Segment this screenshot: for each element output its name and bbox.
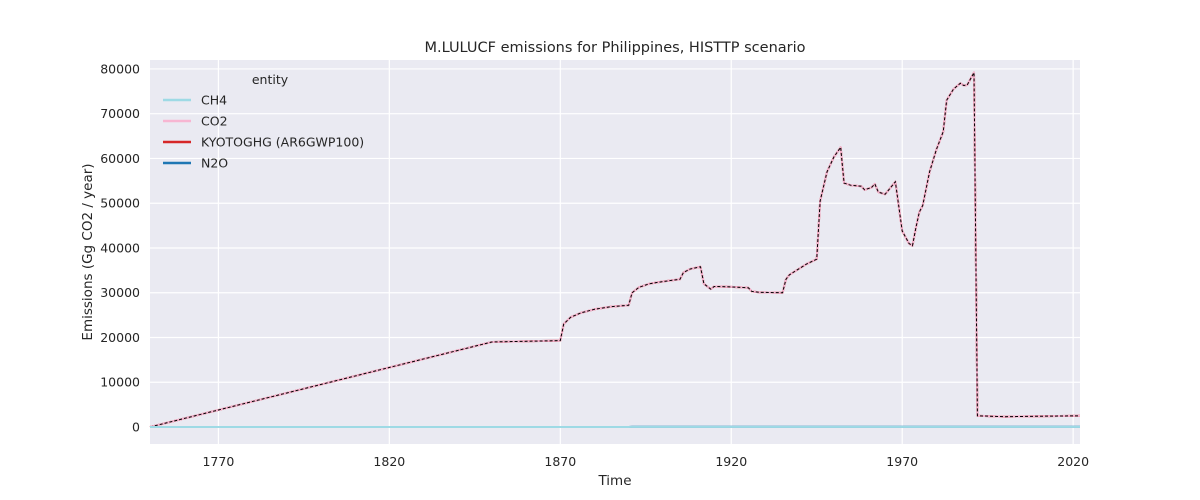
- x-tick-label: 1920: [715, 454, 747, 469]
- legend: entity CH4 CO2 KYOTOGHG (AR6GWP100) N2O: [163, 72, 364, 171]
- plot-area: [150, 60, 1080, 444]
- y-tick-label: 30000: [100, 285, 140, 300]
- legend-title: entity: [252, 72, 289, 87]
- y-tick-label: 60000: [100, 151, 140, 166]
- x-tick-label: 1870: [544, 454, 576, 469]
- legend-label-n2o: N2O: [201, 156, 228, 171]
- y-tick-label: 0: [132, 419, 140, 434]
- x-tick-label: 2020: [1057, 454, 1089, 469]
- y-axis-label: Emissions (Gg CO2 / year): [80, 163, 96, 340]
- y-tick-label: 10000: [100, 375, 140, 390]
- legend-label-ch4: CH4: [201, 93, 227, 108]
- y-tick-label: 20000: [100, 330, 140, 345]
- y-tick-label: 50000: [100, 196, 140, 211]
- legend-label-kyotoghg-ar6gwp100: KYOTOGHG (AR6GWP100): [201, 135, 364, 150]
- x-tick-label: 1770: [202, 454, 234, 469]
- y-tick-label: 80000: [100, 61, 140, 76]
- y-tick-label: 70000: [100, 106, 140, 121]
- series-layer: [149, 70, 1081, 428]
- x-tick-label: 1970: [886, 454, 918, 469]
- y-axis-ticks: 0 10000 20000 30000 40000 50000 60000 70000 8000…: [100, 61, 140, 434]
- x-axis-label: Time: [597, 473, 631, 489]
- chart-title: M.LULUCF emissions for Philippines, HIST…: [424, 40, 805, 56]
- x-axis-ticks: 1770 1820 1870 1920 1970 2020: [202, 454, 1089, 469]
- y-tick-label: 40000: [100, 240, 140, 255]
- grid: [150, 60, 1080, 444]
- x-tick-label: 1820: [373, 454, 405, 469]
- legend-label-co2: CO2: [201, 114, 228, 129]
- series-dashes-co2: [149, 70, 1081, 428]
